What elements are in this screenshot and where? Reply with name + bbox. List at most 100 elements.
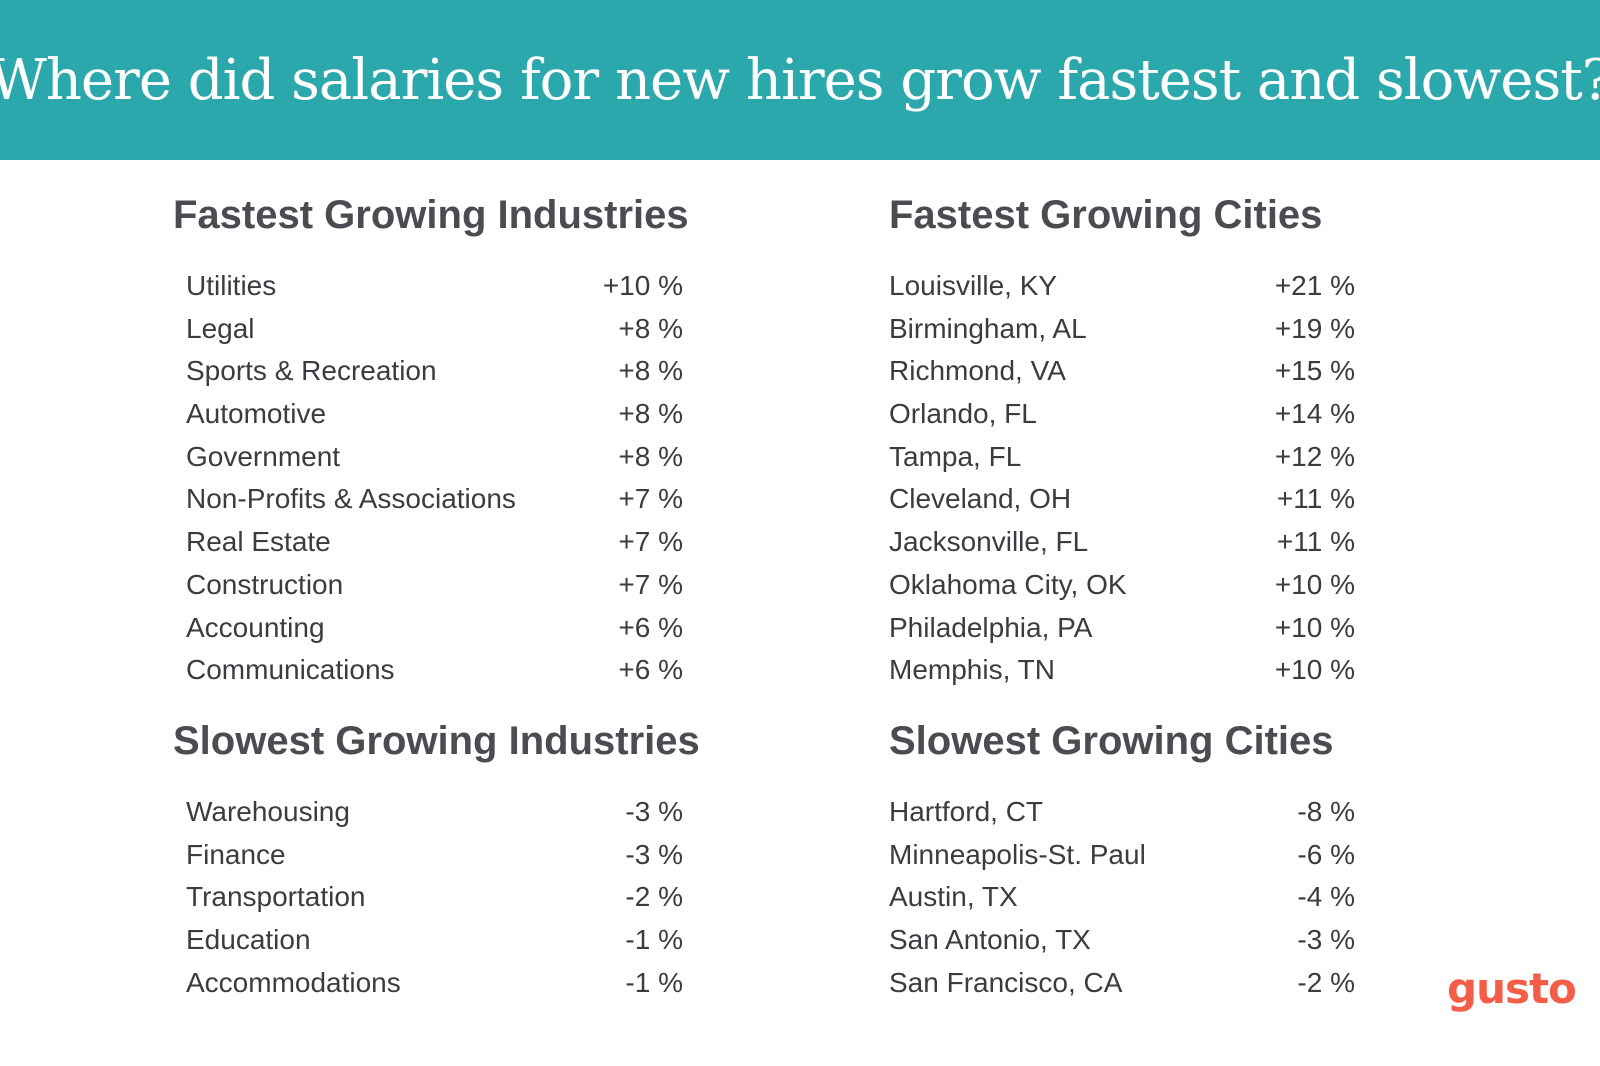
list-item: Transportation -2 %	[186, 876, 683, 919]
item-value: -3 %	[625, 796, 683, 827]
item-value: -1 %	[625, 966, 683, 998]
list-item: San Antonio, TX -3 %	[889, 919, 1355, 962]
item-name: Memphis, TN	[889, 654, 1055, 686]
item-name: Transportation	[186, 881, 366, 913]
item-name: Government	[186, 440, 341, 472]
slowest-industries-list: Warehousing -3 % Finance -3 % Transportation…	[173, 791, 683, 1004]
item-value: +7 %	[618, 568, 683, 600]
item-value: +15 %	[1274, 355, 1355, 387]
fastest-industries-list: Utilities +10 % Legal +8 % Sports & Recreati…	[173, 265, 683, 692]
list-item: Sports & Recreation +8 %	[186, 350, 683, 393]
item-name: Communications	[186, 654, 395, 686]
item-name: Richmond, VA	[889, 355, 1066, 387]
slowest-cities-section: Slowest Growing Cities Hartford, CT -8 % M…	[889, 713, 1355, 1004]
fastest-cities-list: Louisville, KY +21 % Birmingham, AL +19 % Ri…	[889, 265, 1355, 692]
list-item: Austin, TX -4 %	[889, 876, 1355, 919]
item-name: Tampa, FL	[889, 440, 1022, 472]
list-item: Utilities +10 %	[186, 265, 683, 308]
item-value: +19 %	[1274, 312, 1355, 344]
item-name: Orlando, FL	[889, 398, 1037, 430]
list-item: Louisville, KY +21 %	[889, 265, 1355, 308]
item-value: +21 %	[1274, 270, 1355, 301]
item-value: -4 %	[1297, 881, 1355, 913]
item-name: Accommodations	[186, 966, 401, 998]
item-name: Finance	[186, 838, 286, 870]
item-value: -2 %	[1297, 966, 1355, 998]
list-item: Accommodations -1 %	[186, 962, 683, 1005]
item-value: +10 %	[1274, 568, 1355, 600]
list-item: Construction +7 %	[186, 564, 683, 607]
item-value: +11 %	[1276, 483, 1355, 515]
item-value: +11 %	[1276, 526, 1355, 558]
item-value: +14 %	[1274, 398, 1355, 430]
item-name: Austin, TX	[889, 881, 1018, 913]
item-value: -3 %	[1297, 924, 1355, 956]
list-item: Legal +8 %	[186, 308, 683, 351]
list-item: Accounting +6 %	[186, 607, 683, 650]
list-item: Oklahoma City, OK +10 %	[889, 564, 1355, 607]
list-item: Finance -3 %	[186, 834, 683, 877]
section-heading: Fastest Growing Cities	[889, 193, 1323, 237]
list-item: Philadelphia, PA +10 %	[889, 607, 1355, 650]
slowest-industries-section: Slowest Growing Industries Warehousing -3…	[173, 713, 700, 1004]
list-item: Cleveland, OH +11 %	[889, 478, 1355, 521]
item-value: -2 %	[625, 881, 683, 913]
item-value: +10 %	[602, 270, 683, 301]
list-item: Minneapolis-St. Paul -6 %	[889, 834, 1355, 877]
item-value: +8 %	[618, 355, 683, 387]
item-value: -8 %	[1297, 796, 1355, 827]
item-value: +8 %	[618, 312, 683, 344]
item-value: +10 %	[1274, 611, 1355, 643]
item-value: -3 %	[625, 838, 683, 870]
fastest-cities-section: Fastest Growing Cities Louisville, KY +21…	[889, 187, 1355, 692]
item-name: Louisville, KY	[889, 270, 1058, 301]
list-item: Orlando, FL +14 %	[889, 393, 1355, 436]
item-name: Warehousing	[186, 796, 350, 827]
item-value: +12 %	[1274, 440, 1355, 472]
item-name: Construction	[186, 568, 344, 600]
title-banner: Where did salaries for new hires grow fa…	[0, 0, 1600, 160]
list-item: Government +8 %	[186, 436, 683, 479]
item-value: +7 %	[618, 483, 683, 515]
item-name: Accounting	[186, 611, 325, 643]
item-name: Real Estate	[186, 526, 331, 558]
list-item: Jacksonville, FL +11 %	[889, 521, 1355, 564]
item-value: +10 %	[1274, 654, 1355, 686]
list-item: Birmingham, AL +19 %	[889, 308, 1355, 351]
list-item: Automotive +8 %	[186, 393, 683, 436]
page-title: Where did salaries for new hires grow fa…	[0, 47, 1600, 113]
item-value: -1 %	[625, 924, 683, 956]
item-value: +6 %	[618, 611, 683, 643]
fastest-industries-section: Fastest Growing Industries Utilities +10 …	[173, 187, 689, 692]
list-item: San Francisco, CA -2 %	[889, 962, 1355, 1005]
item-name: Sports & Recreation	[186, 355, 437, 387]
list-item: Education -1 %	[186, 919, 683, 962]
item-name: Hartford, CT	[889, 796, 1044, 827]
slowest-cities-list: Hartford, CT -8 % Minneapolis-St. Paul -6 %…	[889, 791, 1355, 1004]
gusto-logo: gusto	[1447, 964, 1577, 1013]
section-heading: Slowest Growing Cities	[889, 719, 1334, 763]
list-item: Non-Profits & Associations +7 %	[186, 478, 683, 521]
section-heading: Slowest Growing Industries	[173, 719, 700, 763]
list-item: Memphis, TN +10 %	[889, 649, 1355, 692]
list-item: Richmond, VA +15 %	[889, 350, 1355, 393]
item-name: Birmingham, AL	[889, 312, 1087, 344]
list-item: Tampa, FL +12 %	[889, 436, 1355, 479]
section-heading: Fastest Growing Industries	[173, 193, 689, 237]
list-item: Real Estate +7 %	[186, 521, 683, 564]
item-name: San Antonio, TX	[889, 924, 1091, 956]
list-item: Hartford, CT -8 %	[889, 791, 1355, 834]
item-value: +7 %	[618, 526, 683, 558]
item-name: Education	[186, 924, 311, 956]
item-name: Non-Profits & Associations	[186, 483, 516, 515]
list-item: Warehousing -3 %	[186, 791, 683, 834]
item-name: Utilities	[186, 270, 277, 301]
item-value: -6 %	[1297, 838, 1355, 870]
list-item: Communications +6 %	[186, 649, 683, 692]
item-name: Oklahoma City, OK	[889, 568, 1127, 600]
item-name: Automotive	[186, 398, 327, 430]
item-value: +6 %	[618, 654, 683, 686]
item-value: +8 %	[618, 440, 683, 472]
item-value: +8 %	[618, 398, 683, 430]
item-name: Jacksonville, FL	[889, 526, 1089, 558]
